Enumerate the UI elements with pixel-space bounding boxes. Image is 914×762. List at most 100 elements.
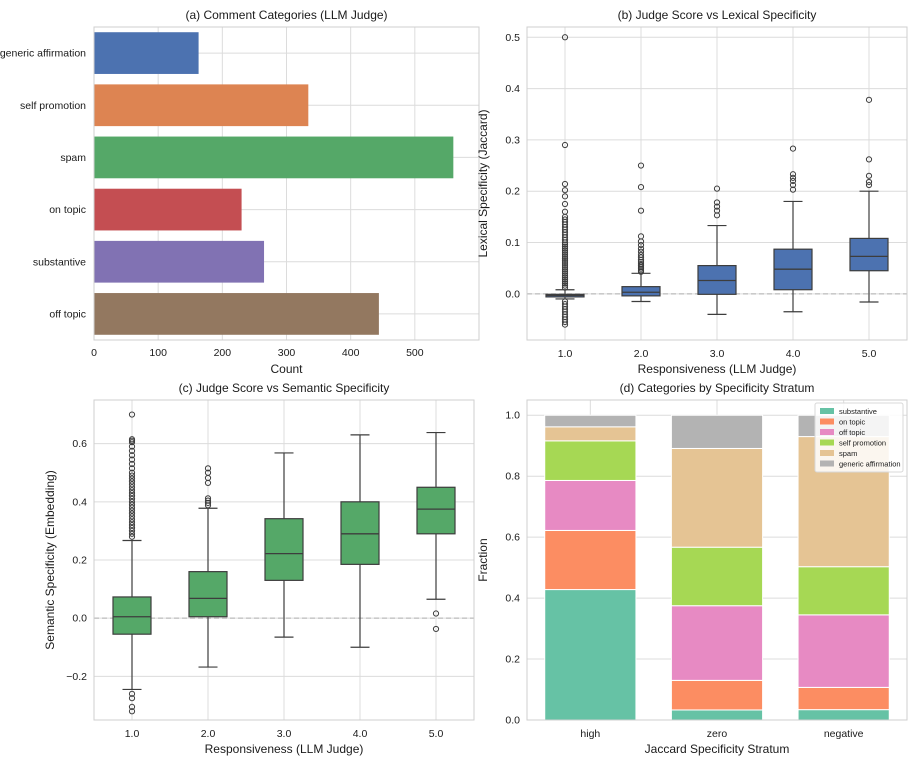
- panel-d-title: (d) Categories by Specificity Stratum: [620, 381, 815, 395]
- outlier-point: [789, 174, 797, 181]
- box-iqr: [340, 501, 380, 565]
- box-iqr: [416, 486, 456, 535]
- panel-d-segment-spam-zero: [670, 447, 764, 548]
- outlier-point: [713, 199, 721, 206]
- outlier-point: [713, 185, 721, 192]
- outlier-point: [128, 690, 136, 697]
- panel-d-y-tick-label: 0.8: [505, 471, 520, 483]
- outlier-point: [561, 259, 569, 267]
- panel-c-y-tick-label: 0.6: [72, 438, 87, 450]
- outlier-point: [561, 255, 569, 263]
- outlier-point: [128, 439, 136, 446]
- legend-label: off topic: [839, 428, 865, 437]
- panel-c-x-tick-label: 5.0: [429, 728, 444, 740]
- outlier-point: [128, 530, 136, 537]
- legend-swatch-spam: [820, 450, 834, 456]
- panel-a-bar-self-promotion: [94, 84, 309, 127]
- outlier-point: [789, 186, 797, 193]
- box-iqr: [621, 286, 661, 297]
- panel-a-category-label: off topic: [49, 308, 86, 320]
- panel-a-title: (a) Comment Categories (LLM Judge): [185, 8, 387, 22]
- panel-d-x-tick-label: negative: [824, 728, 864, 740]
- outlier-point: [561, 251, 569, 258]
- outlier-point: [128, 411, 136, 418]
- outlier-point: [128, 447, 136, 455]
- outlier-point: [204, 495, 212, 502]
- panel-c-y-tick-label: 0.0: [72, 613, 87, 625]
- legend-swatch-self-promotion: [820, 439, 834, 446]
- outlier-point: [561, 266, 569, 273]
- outlier-point: [561, 272, 569, 279]
- outlier-point: [128, 456, 136, 463]
- panel-d-x-tick-label: zero: [707, 728, 728, 740]
- panel-a-x-tick-label: 300: [278, 347, 296, 359]
- outlier-point: [128, 481, 136, 488]
- panel-d-segment-substantive-zero: [670, 709, 764, 721]
- panel-b-x-tick-label: 5.0: [862, 348, 877, 360]
- panel-b-y-tick-label: 0.1: [505, 237, 520, 249]
- outlier-point: [128, 487, 136, 494]
- legend-swatch-substantive: [820, 408, 834, 414]
- panel-a-x-tick-label: 400: [342, 347, 360, 359]
- panel-d-segment-generic-affirmation-high: [544, 414, 637, 428]
- outlier-point: [561, 249, 569, 256]
- outlier-point: [128, 504, 136, 511]
- panel-d-y-tick-label: 0.0: [505, 715, 520, 727]
- panel-d-segment-spam-high: [544, 426, 637, 442]
- legend-label: self promotion: [839, 439, 886, 448]
- outlier-point: [128, 521, 136, 529]
- panel-b-box-5.0: [849, 96, 889, 303]
- outlier-point: [432, 610, 440, 617]
- panel-a-bar-spam: [94, 136, 454, 179]
- outlier-point: [865, 96, 873, 103]
- panel-c-y-tick-label: 0.2: [72, 555, 87, 567]
- outlier-point: [561, 187, 569, 194]
- legend-swatch-on-topic: [820, 418, 834, 425]
- panel-a-category-label: on topic: [49, 204, 86, 216]
- outlier-point: [128, 695, 136, 702]
- outlier-point: [128, 460, 136, 468]
- panel-c-box-4.0: [340, 434, 380, 648]
- outlier-point: [865, 181, 873, 189]
- panel-b-y-tick-label: 0.4: [505, 83, 520, 95]
- legend-label: on topic: [839, 418, 866, 427]
- outlier-point: [128, 510, 136, 517]
- panel-d-categories-by-stratum: 0.0 0.2 0.4 0.6 0.8 1.0 high zero negative subst…: [476, 381, 908, 756]
- outlier-point: [561, 282, 569, 289]
- panel-b-title: (b) Judge Score vs Lexical Specificity: [618, 8, 817, 22]
- outlier-point: [128, 465, 136, 472]
- panel-c-y-tick-label: 0.4: [72, 496, 87, 508]
- outlier-point: [204, 502, 212, 509]
- outlier-point: [128, 708, 136, 715]
- outlier-point: [713, 207, 721, 214]
- panel-b-box-3.0: [697, 185, 737, 315]
- outlier-point: [789, 181, 797, 189]
- outlier-point: [637, 254, 645, 261]
- panel-d-segment-substantive-high: [544, 589, 637, 721]
- outlier-point: [128, 443, 136, 450]
- panel-c-y-axis-label: Semantic Specificity (Embedding): [43, 470, 57, 649]
- outlier-point: [128, 527, 136, 535]
- outlier-point: [128, 489, 136, 497]
- panel-a-bar-substantive: [94, 240, 265, 283]
- panel-d-segment-on-topic-zero: [670, 679, 764, 711]
- panel-c-x-tick-label: 1.0: [125, 728, 140, 740]
- outlier-point: [204, 465, 212, 472]
- legend-box: [814, 402, 904, 473]
- outlier-point: [561, 245, 569, 252]
- outlier-point: [128, 472, 136, 479]
- outlier-point: [713, 203, 721, 210]
- panel-d-segment-self-promotion-negative: [797, 566, 890, 616]
- outlier-point: [561, 241, 569, 248]
- panel-b-x-tick-label: 4.0: [786, 348, 801, 360]
- outlier-point: [128, 507, 136, 514]
- panel-b-x-tick-label: 2.0: [634, 348, 649, 360]
- outlier-point: [561, 278, 569, 285]
- panel-d-segment-on-topic-negative: [797, 686, 890, 711]
- outlier-point: [128, 475, 136, 482]
- outlier-point: [561, 239, 569, 246]
- legend-label: substantive: [839, 407, 877, 416]
- outlier-point: [128, 524, 136, 532]
